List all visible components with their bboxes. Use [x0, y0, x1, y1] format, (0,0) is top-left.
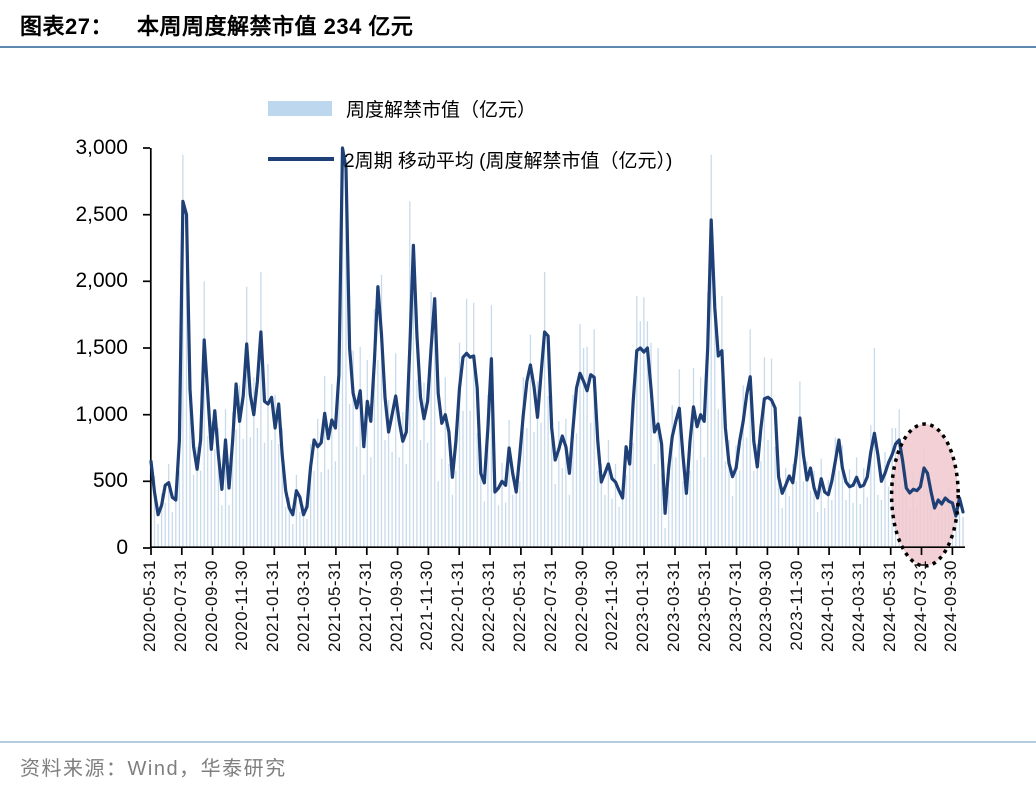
legend-item-line-series: 2周期 移动平均 (周度解禁市值（亿元）)	[268, 147, 673, 172]
line-swatch-icon	[268, 157, 334, 161]
highlight-ellipse-border	[889, 422, 960, 568]
x-tick-label: 2022-01-31	[448, 560, 467, 652]
y-tick-label: 1,500	[75, 336, 128, 359]
x-tick-label: 2021-09-30	[387, 560, 406, 652]
chart-legend: 周度解禁市值（亿元） 2周期 移动平均 (周度解禁市值（亿元）)	[268, 96, 673, 172]
y-ticks	[143, 147, 150, 549]
x-tick-label: 2022-09-30	[572, 560, 591, 652]
chart-canvas	[143, 146, 965, 568]
x-tick-label: 2024-01-31	[818, 560, 837, 652]
x-tick-label: 2020-07-31	[171, 560, 190, 652]
x-tick-label: 2022-07-31	[541, 560, 560, 652]
x-tick-label: 2021-05-31	[325, 560, 344, 652]
y-tick-label: 1,000	[75, 403, 128, 426]
legend-label-bar: 周度解禁市值（亿元）	[346, 99, 537, 121]
y-tick-label: 2,000	[75, 269, 128, 292]
bar-swatch-icon	[268, 100, 332, 116]
x-tick-label: 2020-11-30	[232, 560, 251, 651]
x-tick-label: 2024-03-31	[849, 560, 868, 652]
x-tick-label: 2024-09-30	[941, 560, 960, 652]
figure-label: 图表27：	[20, 14, 113, 39]
x-tick-label: 2020-05-31	[140, 560, 159, 652]
x-tick-label: 2024-05-31	[880, 560, 899, 652]
title-underline	[0, 46, 1036, 48]
highlight-ellipse-fill	[891, 424, 959, 566]
x-tick-label: 2023-03-31	[664, 560, 683, 652]
footer-divider	[0, 741, 1036, 743]
x-tick-label: 2023-01-31	[633, 560, 652, 652]
x-tick-label: 2021-07-31	[356, 560, 375, 652]
x-tick-label: 2023-05-31	[695, 560, 714, 652]
x-tick-label: 2022-05-31	[510, 560, 529, 652]
x-ticks	[150, 547, 954, 555]
x-tick-label: 2024-07-31	[911, 560, 930, 652]
x-tick-label: 2021-03-31	[294, 560, 313, 652]
legend-label-line: 2周期 移动平均 (周度解禁市值（亿元）)	[344, 150, 673, 172]
y-tick-label: 0	[116, 536, 128, 559]
y-tick-label: 3,000	[75, 136, 128, 159]
y-tick-label: 500	[92, 469, 128, 492]
x-tick-label: 2023-07-31	[726, 560, 745, 652]
y-axis-labels: 3,000 2,500 2,000 1,500 1,000 500 0	[0, 136, 128, 559]
y-tick-label: 2,500	[75, 203, 128, 226]
x-tick-label: 2021-11-30	[417, 560, 436, 651]
figure-title-text: 本周周度解禁市值 234 亿元	[136, 14, 414, 39]
x-tick-label: 2023-11-30	[787, 560, 806, 651]
bars-weekly-unlock	[150, 148, 964, 548]
x-tick-label: 2020-09-30	[202, 560, 221, 652]
x-tick-label: 2022-11-30	[602, 560, 621, 651]
x-axis-labels: 2020-05-31 2020-07-31 2020-09-30 2020-11-30…	[140, 560, 965, 742]
moving-average-line	[149, 146, 965, 518]
x-tick-label: 2022-03-31	[479, 560, 498, 652]
x-tick-label: 2021-01-31	[263, 560, 282, 652]
legend-item-bar-series: 周度解禁市值（亿元）	[268, 96, 672, 121]
source-note: 资料来源：Wind，华泰研究	[20, 758, 287, 780]
chart-plot	[143, 146, 965, 568]
x-tick-label: 2023-09-30	[756, 560, 775, 652]
figure-title: 图表27： 本周周度解禁市值 234 亿元	[20, 9, 413, 41]
